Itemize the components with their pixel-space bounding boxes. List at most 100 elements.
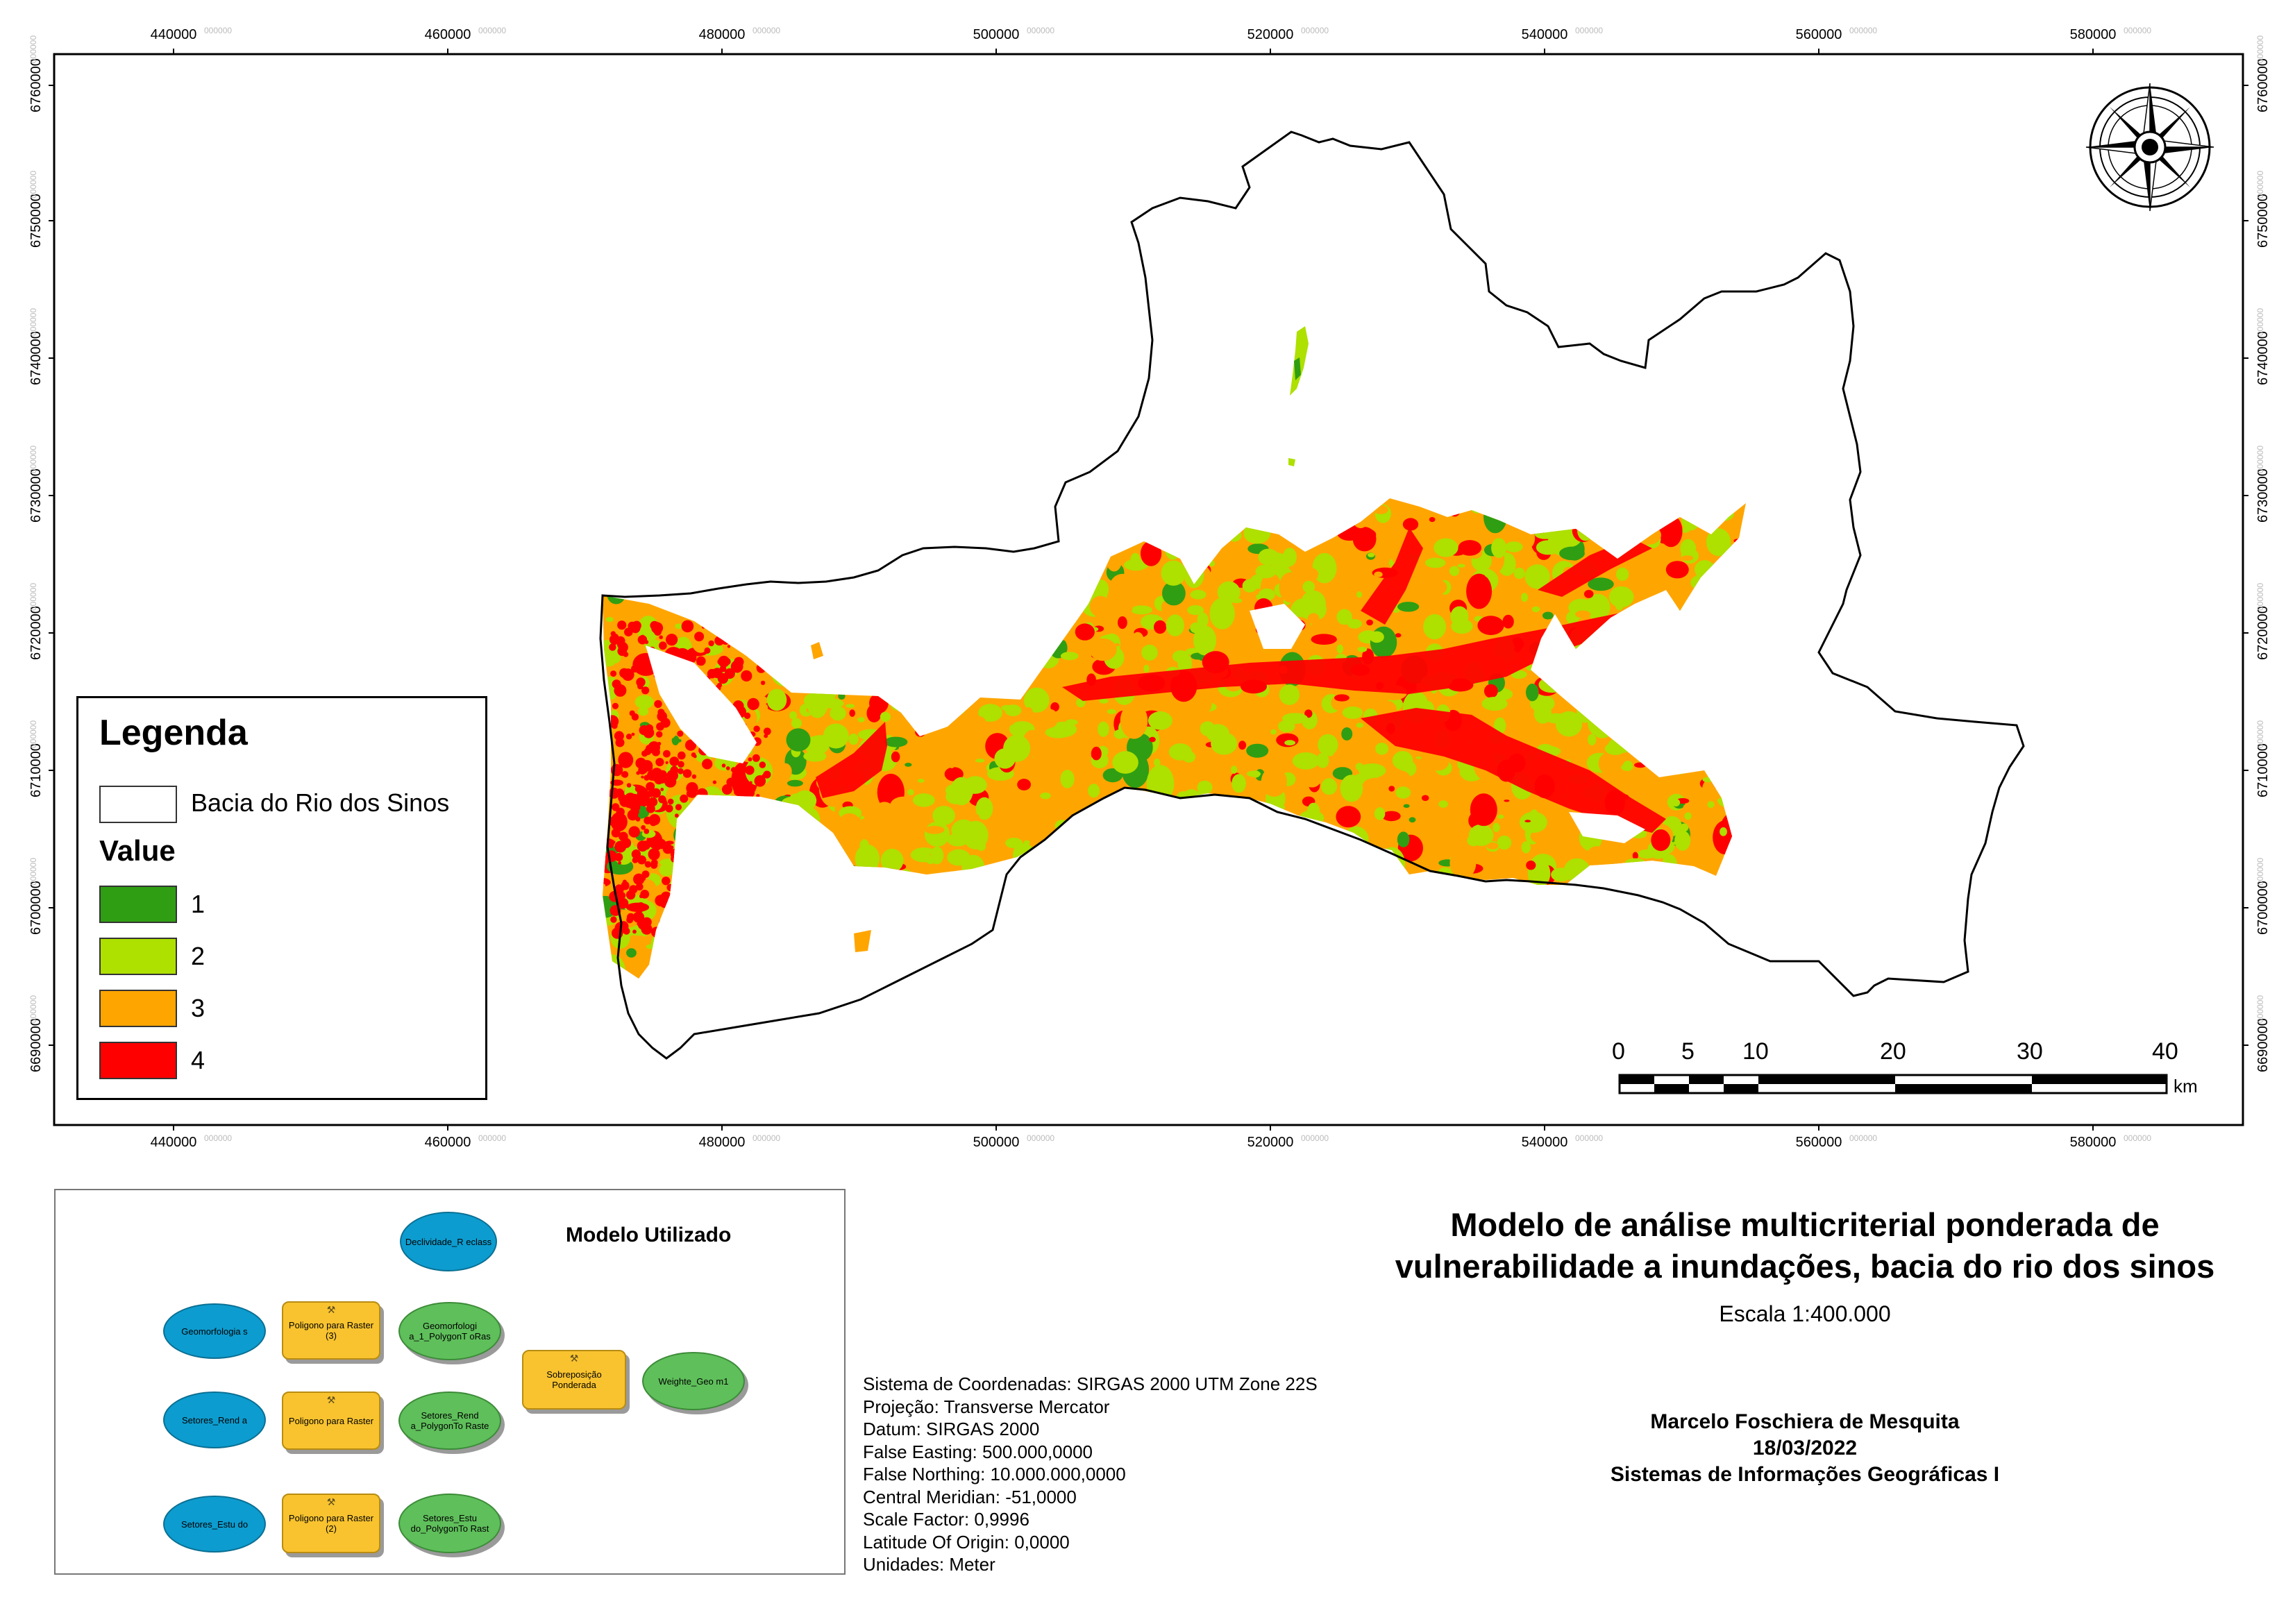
y-tick-sup: 000000	[2255, 308, 2265, 336]
crs-line: Projeção: Transverse Mercator	[863, 1396, 1110, 1417]
coordinate-system-info: Sistema de Coordenadas: SIRGAS 2000 UTM …	[863, 1373, 1318, 1576]
x-tick-label: 520000	[1247, 27, 1294, 42]
crs-line: Unidades: Meter	[863, 1554, 995, 1575]
x-tick-sup: 000000	[1575, 26, 1603, 35]
node-declividade: Declividade_R eclass	[400, 1212, 497, 1271]
author-block: Marcelo Foschiera de Mesquita 18/03/2022…	[1527, 1409, 2083, 1488]
x-tick-sup: 000000	[204, 26, 232, 35]
legend-basin-swatch	[99, 786, 177, 823]
legend-swatch-2	[99, 938, 177, 975]
x-tick-sup: 000000	[1027, 26, 1054, 35]
y-tick-label: 6740000	[28, 331, 44, 385]
x-tick-sup: 000000	[2124, 26, 2151, 35]
legend: Legenda Bacia do Rio dos Sinos Value 1 2…	[76, 696, 487, 1100]
y-tick-label: 6720000	[2255, 606, 2271, 660]
node-geomorfologias: Geomorfologia s	[163, 1303, 266, 1359]
x-tick-label: 440000	[151, 27, 197, 42]
map-title-line-2: vulnerabilidade a inundações, bacia do r…	[1395, 1248, 2215, 1285]
y-tick-sup: 000000	[2255, 995, 2265, 1023]
legend-basin-label: Bacia do Rio dos Sinos	[191, 788, 450, 817]
node-setores-estudo: Setores_Estu do	[163, 1496, 266, 1553]
x-tick-label: 460000	[425, 27, 471, 42]
map-title-line-1: Modelo de análise multicriterial pondera…	[1450, 1206, 2160, 1243]
crs-line: Scale Factor: 0,9996	[863, 1509, 1029, 1530]
x-tick-label: 480000	[699, 27, 746, 42]
basin-boundary	[599, 130, 2025, 1060]
scale-label-0: 0	[1612, 1038, 1625, 1065]
x-tick-label: 580000	[2070, 27, 2117, 42]
legend-swatch-3	[99, 990, 177, 1027]
crs-line: Datum: SIRGAS 2000	[863, 1419, 1040, 1439]
y-tick-label: 6710000	[2255, 743, 2271, 797]
y-tick-sup: 000000	[2255, 583, 2265, 611]
legend-value-title: Value	[99, 834, 176, 867]
x-tick-sup: 000000	[2124, 1133, 2151, 1143]
legend-swatch-4	[99, 1042, 177, 1079]
hammer-icon: ⚒	[569, 1353, 579, 1364]
x-tick-sup: 000000	[1301, 26, 1329, 35]
x-tick-sup: 000000	[204, 1133, 232, 1143]
x-tick-label: 440000	[151, 1135, 197, 1150]
x-tick-sup: 000000	[1301, 1133, 1329, 1143]
y-tick-label: 6760000	[28, 58, 44, 112]
y-tick-label: 6700000	[28, 881, 44, 935]
y-tick-sup: 000000	[2255, 171, 2265, 198]
map-scale-text: Escala 1:400.000	[1719, 1301, 1891, 1326]
x-tick-sup: 000000	[1575, 1133, 1603, 1143]
raster-fragments	[811, 326, 1309, 952]
y-tick-sup: 000000	[2255, 35, 2265, 63]
author-name: Marcelo Foschiera de Mesquita	[1650, 1410, 1960, 1433]
y-tick-sup: 000000	[28, 446, 38, 473]
x-tick-sup: 000000	[753, 26, 780, 35]
node-setores-estudo-raster: Setores_Estu do_PolygonTo Rast	[398, 1494, 501, 1553]
y-tick-sup: 000000	[28, 720, 38, 748]
x-tick-label: 500000	[973, 27, 1020, 42]
legend-swatch-1	[99, 886, 177, 923]
scale-label-30: 30	[2017, 1038, 2043, 1065]
scale-label-10: 10	[1742, 1038, 1769, 1065]
model-title: Modelo Utilizado	[566, 1224, 732, 1246]
node-poligono-raster-3: ⚒ Poligono para Raster (3)	[282, 1301, 380, 1360]
y-tick-label: 6750000	[28, 194, 44, 248]
y-tick-sup: 000000	[28, 35, 38, 63]
x-tick-label: 540000	[1522, 27, 1568, 42]
compass-rose-icon	[2085, 83, 2214, 212]
x-tick-label: 480000	[699, 1135, 746, 1150]
y-tick-label: 6750000	[2255, 194, 2271, 248]
legend-label-1: 1	[191, 890, 205, 918]
y-tick-sup: 000000	[28, 995, 38, 1023]
author-date: 18/03/2022	[1752, 1437, 1858, 1460]
y-tick-label: 6740000	[2255, 331, 2271, 385]
node-weighted-output: Weighte_Geo m1	[642, 1352, 745, 1410]
y-tick-sup: 000000	[28, 583, 38, 611]
node-setores-renda-raster: Setores_Rend a_PolygonTo Raste	[398, 1392, 501, 1450]
legend-label-3: 3	[191, 994, 205, 1022]
y-tick-label: 6720000	[28, 606, 44, 660]
node-poligono-raster-2: ⚒ Poligono para Raster (2)	[282, 1494, 380, 1553]
x-tick-label: 460000	[425, 1135, 471, 1150]
node-poligono-raster: ⚒ Poligono para Raster	[282, 1392, 380, 1450]
x-tick-sup: 000000	[1027, 1133, 1054, 1143]
y-tick-label: 6700000	[2255, 881, 2271, 935]
y-tick-sup: 000000	[2255, 446, 2265, 473]
x-tick-label: 560000	[1796, 27, 1842, 42]
scale-label-40: 40	[2152, 1038, 2178, 1065]
y-tick-sup: 000000	[2255, 720, 2265, 748]
map-title: Modelo de análise multicriterial pondera…	[1354, 1204, 2256, 1287]
node-geomorfologia-raster: Geomorfologi a_1_PolygonT oRas	[398, 1302, 501, 1360]
y-tick-label: 6710000	[28, 743, 44, 797]
crs-line: False Easting: 500.000,0000	[863, 1441, 1093, 1462]
x-tick-label: 560000	[1796, 1135, 1842, 1150]
node-sobreposicao-ponderada: ⚒ Sobreposição Ponderada	[522, 1350, 626, 1410]
crs-line: Sistema de Coordenadas: SIRGAS 2000 UTM …	[863, 1373, 1318, 1394]
scale-label-5: 5	[1681, 1038, 1695, 1065]
legend-title: Legenda	[99, 713, 248, 753]
hammer-icon: ⚒	[326, 1394, 336, 1405]
y-tick-label: 6760000	[2255, 58, 2271, 112]
crs-line: Latitude Of Origin: 0,0000	[863, 1531, 1070, 1553]
y-tick-label: 6730000	[28, 468, 44, 523]
hammer-icon: ⚒	[326, 1304, 336, 1315]
legend-label-2: 2	[191, 942, 205, 970]
y-tick-sup: 000000	[28, 858, 38, 886]
scale-unit: km	[2174, 1076, 2198, 1097]
